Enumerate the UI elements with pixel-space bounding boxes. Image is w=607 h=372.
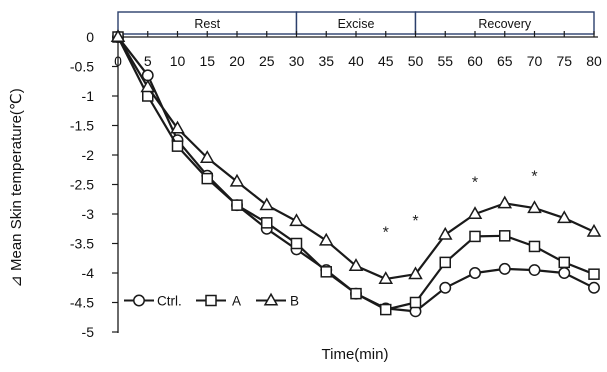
- data-point-triangle: [318, 232, 334, 246]
- y-tick-label: -1: [82, 88, 95, 104]
- y-tick-label: -4: [82, 265, 95, 281]
- x-tick-label: 80: [586, 53, 602, 69]
- x-tick-label: 75: [556, 53, 572, 69]
- data-point-square: [350, 287, 362, 300]
- data-point-triangle: [229, 173, 245, 187]
- phase-bar: Rest Excise Recovery: [117, 11, 595, 35]
- x-tick-label: 30: [289, 53, 305, 69]
- y-tick-label: -5: [82, 324, 95, 340]
- data-point-triangle: [497, 195, 513, 209]
- data-point-triangle: [437, 226, 453, 240]
- data-point-triangle: [140, 79, 156, 93]
- phase-label-0: Rest: [194, 17, 220, 31]
- x-tick-label: 65: [497, 53, 513, 69]
- x-tick-label: 50: [408, 53, 424, 69]
- data-point-triangle: [170, 120, 185, 134]
- x-tick-label: 10: [170, 53, 186, 69]
- data-point-triangle: [110, 29, 126, 43]
- legend-item-2: B: [256, 292, 299, 309]
- y-tick-label: -1.5: [70, 118, 94, 134]
- y-tick-label: -2.5: [70, 177, 94, 193]
- legend-label: Ctrl.: [157, 294, 182, 309]
- legend-label: B: [290, 294, 299, 309]
- data-point-square: [201, 172, 213, 185]
- series-2: [110, 29, 602, 284]
- y-tick-label: -3.5: [70, 236, 94, 252]
- x-axis-title: Time(min): [322, 346, 389, 363]
- y-tick-label: -3: [82, 206, 95, 222]
- data-point-square: [231, 199, 243, 211]
- data-point-circle: [498, 262, 511, 275]
- annotations: * * * *: [383, 169, 538, 242]
- significance-star: *: [472, 175, 478, 192]
- data-point-triangle: [408, 266, 423, 280]
- data-point-triangle: [586, 223, 602, 237]
- x-tick-label: 15: [199, 53, 215, 69]
- x-tick-label: 35: [318, 53, 334, 69]
- significance-star: *: [531, 169, 537, 186]
- data-point-square: [261, 217, 273, 229]
- data-point-triangle: [289, 213, 304, 227]
- x-tick-label: 40: [348, 53, 364, 69]
- x-tick-label: 55: [437, 53, 453, 69]
- data-point-circle: [439, 281, 452, 294]
- legend-label: A: [232, 294, 241, 309]
- x-tick-label: 45: [378, 53, 394, 69]
- series-0: [112, 31, 600, 318]
- x-tick-label: 20: [229, 53, 245, 69]
- phase-label-2: Recovery: [478, 17, 532, 31]
- data-point-circle: [469, 267, 481, 279]
- data-point-circle: [588, 281, 600, 294]
- y-axis-title: ⊿ Mean Skin temperature(℃): [8, 88, 25, 287]
- x-tick-label: 5: [144, 53, 152, 69]
- legend-marker-square: [205, 294, 217, 307]
- data-point-square: [380, 303, 392, 316]
- data-point-square: [171, 140, 184, 152]
- data-point-square: [499, 230, 511, 242]
- y-tick-label: -4.5: [70, 295, 94, 311]
- data-point-square: [469, 230, 481, 243]
- data-point-square: [588, 268, 600, 280]
- series-group: [110, 29, 602, 318]
- data-point-triangle: [378, 271, 394, 284]
- legend-marker-circle: [133, 294, 145, 307]
- axes: 0 -0.5 -1 -1.5 -2 -2.5 -3 -3.5 -4 -4.5 -5 0 5 10 15 20 2…: [70, 29, 602, 340]
- data-point-circle: [528, 264, 541, 276]
- significance-star: *: [383, 225, 389, 242]
- legend-item-0: Ctrl.: [124, 294, 182, 309]
- y-tick-label: 0: [86, 29, 94, 45]
- legend-item-1: A: [196, 294, 241, 309]
- data-point-triangle: [527, 200, 542, 214]
- data-point-square: [409, 296, 422, 309]
- data-point-triangle: [467, 206, 483, 220]
- data-point-square: [320, 266, 332, 278]
- x-tick-label: 60: [467, 53, 483, 69]
- y-tick-label: -2: [82, 147, 95, 163]
- data-point-square: [290, 237, 303, 250]
- series-1: [112, 31, 600, 316]
- significance-star: *: [412, 213, 418, 230]
- x-tick-label: 70: [527, 53, 543, 69]
- legend: Ctrl. A B: [124, 292, 299, 309]
- phase-label-1: Excise: [338, 17, 375, 31]
- data-point-square: [528, 240, 541, 253]
- data-point-triangle: [259, 197, 275, 211]
- data-point-triangle: [348, 258, 364, 271]
- data-point-triangle: [556, 210, 572, 224]
- x-tick-label: 0: [114, 53, 122, 69]
- data-point-square: [558, 256, 570, 269]
- data-point-triangle: [199, 150, 215, 163]
- data-point-circle: [558, 267, 571, 279]
- y-tick-label: -0.5: [70, 59, 94, 75]
- data-point-square: [439, 256, 451, 269]
- x-tick-label: 25: [259, 53, 275, 69]
- legend-marker-triangle: [263, 292, 279, 306]
